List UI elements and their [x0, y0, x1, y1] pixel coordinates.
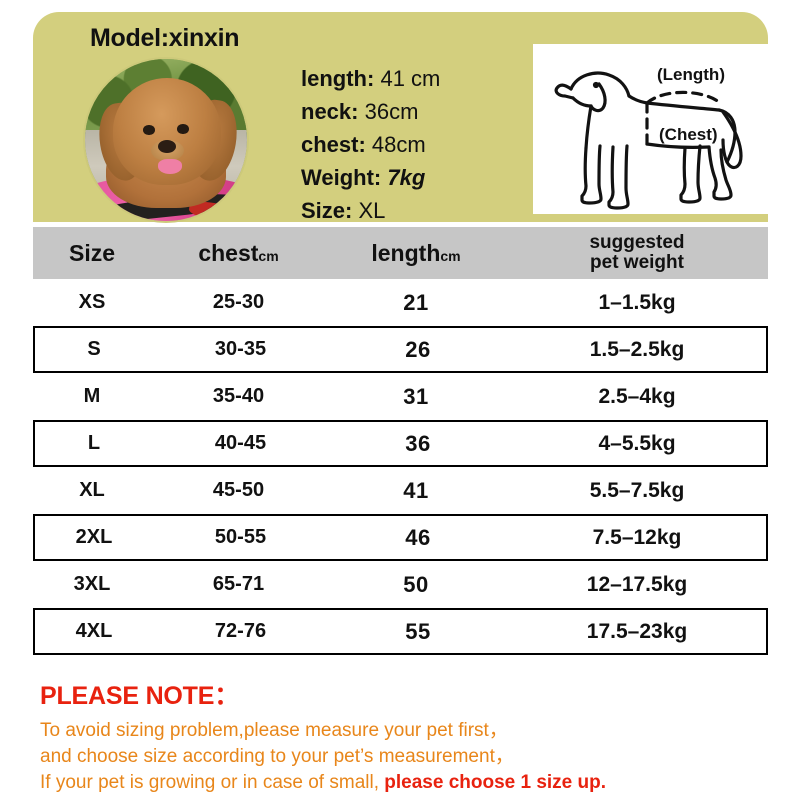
- note-line-3-end: .: [600, 772, 607, 793]
- cell-weight: 1–1.5kg: [598, 290, 676, 314]
- cell-weight: 1.5–2.5kg: [589, 337, 685, 361]
- cell-chest: 35-40: [212, 385, 265, 407]
- cell-size: 3XL: [73, 573, 111, 595]
- cell-length: 31: [403, 383, 429, 409]
- column-header-weight: suggested pet weight: [506, 233, 768, 273]
- cell-length: 41: [403, 477, 429, 503]
- measurement-row: Size: XL: [301, 194, 501, 227]
- measurement-label: neck:: [301, 99, 359, 124]
- diagram-length-label: (Length): [657, 65, 725, 84]
- cell-length: 36: [405, 430, 431, 456]
- measurement-label: length:: [301, 66, 375, 91]
- measurement-row: length: 41 cm: [301, 62, 501, 95]
- cell-weight: 12–17.5kg: [586, 572, 688, 596]
- table-row: 4XL 72-76 55 17.5–23kg: [33, 608, 768, 655]
- cell-size: L: [87, 432, 101, 454]
- column-header-weight-line1: suggested: [589, 232, 685, 254]
- measurement-row: Weight: 7kg: [301, 161, 501, 194]
- measurement-value: 36cm: [364, 99, 419, 124]
- cell-weight: 4–5.5kg: [598, 431, 676, 455]
- photo-dog-eye-right: [177, 123, 189, 134]
- measurement-label: chest:: [301, 132, 366, 157]
- model-info-panel: Model:xinxin length: 41 cm neck: 36cm ch…: [33, 12, 771, 223]
- measurement-value: 48cm: [371, 132, 426, 157]
- note-line-3: If your pet is growing or in case of sma…: [40, 770, 770, 796]
- measurement-value: 41 cm: [380, 66, 441, 91]
- please-note-block: PLEASE NOTE： To avoid sizing problem,ple…: [40, 676, 770, 796]
- cell-chest: 65-71: [212, 573, 265, 595]
- cell-length: 46: [405, 524, 431, 550]
- cell-size: XL: [79, 479, 105, 501]
- note-line-1: To avoid sizing problem,please measure y…: [40, 720, 508, 741]
- column-header-size: Size: [68, 239, 116, 266]
- column-header-chest-text: chest: [198, 239, 259, 266]
- note-line-3-strong: please choose 1 size up: [384, 772, 601, 793]
- measurement-row: chest: 48cm: [301, 128, 501, 161]
- table-row: L 40-45 36 4–5.5kg: [33, 420, 768, 467]
- dog-measurement-diagram: (Length) (Chest): [533, 44, 771, 214]
- measurement-label: Weight:: [301, 165, 382, 190]
- cell-length: 50: [403, 571, 429, 597]
- cell-size: XS: [78, 291, 106, 313]
- photo-dog-nose: [157, 140, 176, 153]
- table-header-row: Size chestcm lengthcm suggested pet weig…: [33, 227, 768, 279]
- column-header-length-unit: cm: [440, 247, 461, 264]
- table-row: S 30-35 26 1.5–2.5kg: [33, 326, 768, 373]
- column-header-length: lengthcm: [326, 241, 506, 265]
- cell-length: 55: [405, 618, 431, 644]
- model-title: Model:xinxin: [90, 24, 240, 52]
- measurement-value: 7kg: [387, 165, 426, 190]
- table-row: 2XL 50-55 46 7.5–12kg: [33, 514, 768, 561]
- measurement-value: XL: [358, 198, 386, 223]
- model-photo: [85, 59, 247, 221]
- cell-size: 4XL: [75, 620, 113, 642]
- cell-chest: 50-55: [214, 526, 267, 548]
- measurement-label: Size:: [301, 198, 353, 223]
- cell-size: S: [87, 338, 101, 360]
- cell-weight: 7.5–12kg: [592, 525, 682, 549]
- note-line-2: and choose size according to your pet’s …: [40, 746, 514, 767]
- cell-weight: 5.5–7.5kg: [589, 478, 685, 502]
- cell-chest: 72-76: [214, 620, 267, 642]
- size-chart-table: Size chestcm lengthcm suggested pet weig…: [33, 227, 768, 655]
- photo-dog-tongue: [157, 159, 183, 175]
- table-row: XL 45-50 41 5.5–7.5kg: [33, 467, 768, 514]
- measurement-row: neck: 36cm: [301, 95, 501, 128]
- note-line-3-plain: If your pet is growing or in case of sma…: [40, 772, 379, 793]
- column-header-length-text: length: [371, 239, 441, 266]
- cell-weight: 17.5–23kg: [586, 619, 688, 643]
- cell-weight: 2.5–4kg: [598, 384, 676, 408]
- cell-length: 26: [405, 336, 431, 362]
- cell-chest: 40-45: [214, 432, 267, 454]
- table-row: 3XL 65-71 50 12–17.5kg: [33, 561, 768, 608]
- cell-size: 2XL: [75, 526, 113, 548]
- column-header-chest: chestcm: [151, 241, 326, 265]
- table-row: M 35-40 31 2.5–4kg: [33, 373, 768, 420]
- column-header-chest-unit: cm: [258, 247, 279, 264]
- model-measurements: length: 41 cm neck: 36cm chest: 48cm Wei…: [301, 62, 501, 227]
- table-row: XS 25-30 21 1–1.5kg: [33, 279, 768, 326]
- note-heading: PLEASE NOTE：: [40, 682, 240, 710]
- cell-chest: 30-35: [214, 338, 267, 360]
- cell-chest: 45-50: [212, 479, 265, 501]
- cell-chest: 25-30: [212, 291, 265, 313]
- diagram-chest-label: (Chest): [659, 125, 718, 144]
- photo-dog-eye-left: [143, 125, 155, 136]
- cell-size: M: [83, 385, 101, 407]
- column-header-weight-line2: pet weight: [590, 252, 684, 273]
- cell-length: 21: [403, 289, 429, 315]
